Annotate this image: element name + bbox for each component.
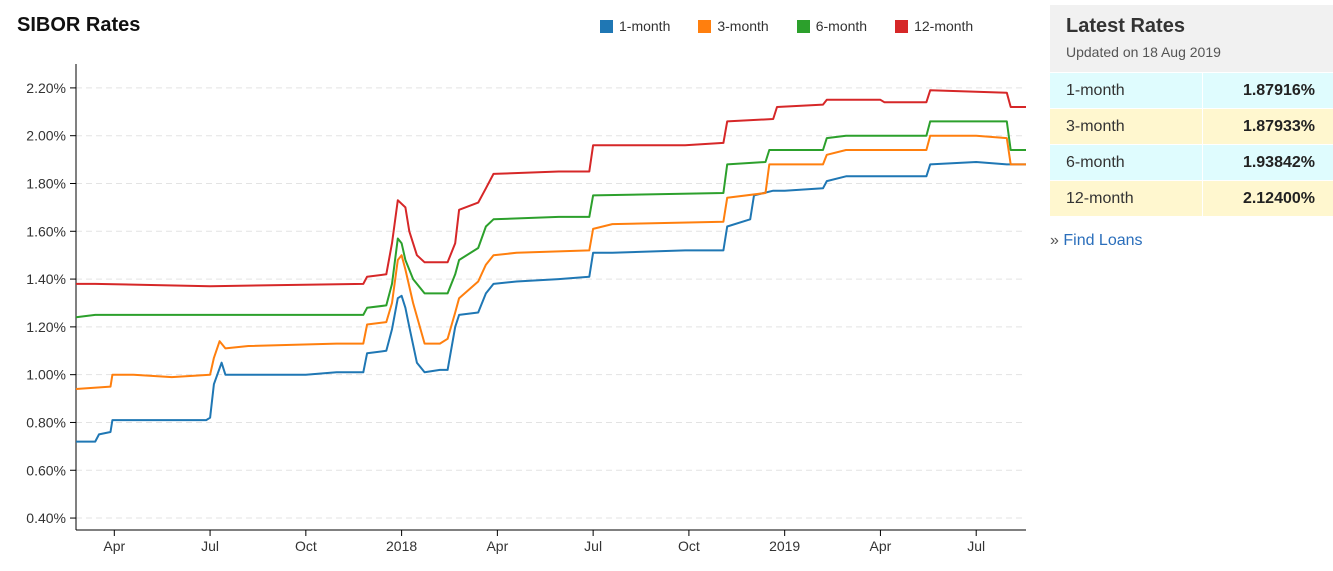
- latest-rates-title: Latest Rates: [1066, 15, 1185, 37]
- rate-row-3-month: 3-month 1.87933%: [1050, 108, 1333, 144]
- series-line-1-month: [76, 161, 1026, 443]
- x-tick-label: 2019: [769, 538, 800, 554]
- y-tick-label: 1.80%: [26, 175, 66, 191]
- rate-value: 1.87916%: [1242, 82, 1315, 99]
- legend-label-6-month: 6-month: [815, 18, 868, 34]
- x-tick-label: Apr: [103, 538, 125, 554]
- rate-row-12-month: 12-month 2.12400%: [1050, 180, 1333, 216]
- rate-value: 1.93842%: [1242, 154, 1315, 171]
- chart-legend: 1-month 3-month 6-month 12-month: [600, 18, 1001, 34]
- y-tick-label: 0.40%: [26, 510, 66, 526]
- legend-item-12-month[interactable]: 12-month: [895, 18, 973, 34]
- find-loans: » Find Loans: [1050, 232, 1333, 250]
- legend-swatch-3-month: [698, 19, 712, 33]
- x-tick-label: Oct: [295, 538, 317, 554]
- x-tick-label: Jul: [201, 538, 219, 554]
- y-tick-label: 1.20%: [26, 319, 66, 335]
- series-line-3-month: [75, 134, 1026, 390]
- y-tick-label: 1.60%: [26, 223, 66, 239]
- latest-rates-panel: Latest Rates Updated on 18 Aug 2019 1-mo…: [1050, 5, 1333, 250]
- y-tick-label: 2.20%: [26, 80, 66, 96]
- latest-rates-updated: Updated on 18 Aug 2019: [1066, 44, 1221, 60]
- legend-swatch-1-month: [600, 19, 613, 33]
- legend-label-12-month: 12-month: [914, 18, 974, 34]
- legend-item-6-month[interactable]: 6-month: [796, 18, 868, 34]
- legend-label-3-month: 3-month: [717, 18, 769, 34]
- x-tick-label: 2018: [386, 538, 417, 554]
- latest-rates-header: Latest Rates Updated on 18 Aug 2019: [1050, 5, 1333, 72]
- legend-swatch-6-month: [796, 19, 810, 33]
- x-tick-label: Apr: [870, 538, 892, 554]
- x-tick-label: Apr: [486, 538, 508, 554]
- y-tick-label: 0.60%: [26, 462, 66, 478]
- legend-item-3-month[interactable]: 3-month: [698, 18, 769, 34]
- series-line-6-month: [75, 120, 1026, 319]
- rate-name: 1-month: [1050, 73, 1203, 108]
- x-tick-label: Jul: [584, 538, 602, 554]
- rate-value: 2.12400%: [1242, 190, 1315, 207]
- y-tick-label: 1.00%: [26, 367, 66, 383]
- rate-name: 12-month: [1050, 181, 1203, 216]
- rate-value: 1.87933%: [1242, 118, 1315, 135]
- sibor-line-chart: 0.40% 0.60% 0.80% 1.00% 1.20% 1.40% 1.60% 1.80%…: [26, 64, 1026, 554]
- chart-title: SIBOR Rates: [17, 14, 141, 36]
- rate-row-6-month: 6-month 1.93842%: [1050, 144, 1333, 180]
- rate-row-1-month: 1-month 1.87916%: [1050, 72, 1333, 108]
- x-tick-label: Jul: [967, 538, 985, 554]
- find-loans-prefix: »: [1050, 232, 1059, 249]
- legend-label-1-month: 1-month: [619, 18, 671, 34]
- legend-swatch-12-month: [895, 19, 909, 33]
- find-loans-link[interactable]: Find Loans: [1063, 232, 1143, 249]
- y-tick-label: 0.80%: [26, 414, 66, 430]
- series-line-12-month: [76, 89, 1026, 288]
- rate-name: 3-month: [1050, 109, 1203, 144]
- x-tick-label: Oct: [678, 538, 700, 554]
- y-tick-label: 2.00%: [26, 128, 66, 144]
- rate-name: 6-month: [1050, 145, 1203, 180]
- legend-item-1-month[interactable]: 1-month: [600, 18, 670, 34]
- y-tick-label: 1.40%: [26, 271, 66, 287]
